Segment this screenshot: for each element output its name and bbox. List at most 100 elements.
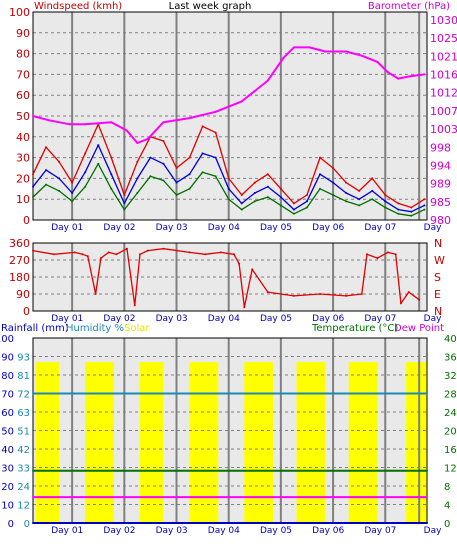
solar-band xyxy=(348,362,378,523)
windspeed-line-point xyxy=(110,156,113,159)
barometer-line xyxy=(32,46,425,144)
x-tick-label: Day xyxy=(424,223,442,233)
top-chart-ticks: Day 01 Day 02 Day 03 Day 04 Day 05 Day 06 Day … xyxy=(9,6,457,233)
wind-blue-line-point xyxy=(292,208,295,211)
top-chart-panel: Day 01 Day 02 Day 03 Day 04 Day 05 Day 06 Day … xyxy=(9,1,457,233)
temperature-tick-label: 28 xyxy=(444,390,457,401)
windspeed-line-point xyxy=(214,131,217,134)
wind-green-line-point xyxy=(188,187,191,190)
barometer-tick-label: 1025 xyxy=(430,32,457,45)
barometer-tick-label: 1003 xyxy=(430,123,457,136)
barometer-line-point xyxy=(162,121,165,124)
wind-blue-line-point xyxy=(410,210,413,213)
wind-blue-line-point xyxy=(423,204,426,207)
windspeed-tick-label: 0 xyxy=(23,214,30,227)
wind-green-line-point xyxy=(214,175,217,178)
wind-direction-line-point xyxy=(81,253,84,256)
barometer-line-point xyxy=(240,100,243,103)
temperature-tick-label: 16 xyxy=(444,445,457,456)
wind-blue-line-point xyxy=(136,177,139,180)
temperature-line-point xyxy=(32,469,34,472)
wind-direction-line-point xyxy=(188,251,191,254)
humidity-line-point xyxy=(32,392,34,395)
temperature-tick-label: 12 xyxy=(444,464,457,475)
solar-band xyxy=(296,362,326,523)
wind-green-line-point xyxy=(266,196,269,199)
rainfall-tick-label: 70 xyxy=(1,390,14,401)
windspeed-line-point xyxy=(371,177,374,180)
wind-direction-line-point xyxy=(107,251,110,254)
wind-blue-line-point xyxy=(384,200,387,203)
wind-direction-line-point xyxy=(266,291,269,294)
humidity-axis-title: Humidity % xyxy=(66,323,124,334)
windspeed-line-point xyxy=(423,198,426,201)
wind-direction-line-point xyxy=(32,249,34,252)
x-tick-label: Day 07 xyxy=(364,314,396,324)
rainfall-tick-label: 60 xyxy=(1,408,14,419)
solar-band xyxy=(35,362,60,523)
wind-blue-line-point xyxy=(84,171,87,174)
wind-direction-line-point xyxy=(73,251,76,254)
barometer-tick-label: 985 xyxy=(430,196,451,209)
windspeed-line-point xyxy=(123,194,126,196)
wind-direction-line-point xyxy=(360,293,363,295)
plot-border xyxy=(32,242,428,312)
windspeed-line-point xyxy=(84,152,87,155)
wind-blue-line-point xyxy=(110,173,113,176)
wind-blue-line-point xyxy=(175,181,178,184)
wind-blue-line-point xyxy=(32,185,34,188)
barometer-line-point xyxy=(47,119,50,122)
wind-blue-line-point xyxy=(58,177,61,180)
windspeed-line-point xyxy=(384,194,387,196)
windspeed-line-point xyxy=(358,189,361,192)
humidity-tick-label: 72 xyxy=(17,390,30,401)
wind-blue-line-point xyxy=(149,156,152,159)
wind-direction-line-point xyxy=(138,253,141,256)
x-tick-label: Day 04 xyxy=(208,223,240,233)
windspeed-line-point xyxy=(227,177,230,180)
wind-green-line-point xyxy=(201,171,204,174)
wind-blue-line-point xyxy=(345,192,348,194)
rainfall-line-point xyxy=(32,522,34,524)
wind-blue-line-point xyxy=(227,187,230,190)
x-tick-label: Day 02 xyxy=(103,526,135,536)
windspeed-line-point xyxy=(292,202,295,205)
barometer-line-point xyxy=(397,77,400,80)
x-tick-label: Day 06 xyxy=(312,526,344,536)
wind-direction-line-point xyxy=(99,257,102,260)
humidity-tick-label: 51 xyxy=(17,427,30,438)
wind-green-line-point xyxy=(410,214,413,217)
temperature-line-point xyxy=(426,469,428,472)
humidity-tick-label: 33 xyxy=(17,464,30,475)
temperature-tick-label: 24 xyxy=(444,408,457,419)
wind-direction-line-point xyxy=(407,291,410,294)
x-tick-label: Day xyxy=(424,314,442,324)
barometer-tick-label: 1030 xyxy=(430,14,457,27)
solar-band xyxy=(244,362,274,523)
wind-direction-line-point xyxy=(232,253,235,256)
wind-blue-line-point xyxy=(214,156,217,159)
x-tick-label: Day 05 xyxy=(260,526,292,536)
solar-band xyxy=(85,362,114,523)
temperature-tick-label: 40 xyxy=(444,334,457,345)
rainfall-axis-title: Rainfall (mm) xyxy=(1,323,69,334)
wind-direction-ticks: Day 01 Day 02 Day 03 Day 04 Day 05 Day 06 Day … xyxy=(9,237,445,324)
windspeed-line-point xyxy=(45,146,48,149)
temperature-tick-label: 20 xyxy=(444,427,457,438)
windspeed-line-point xyxy=(305,194,308,196)
barometer-line-point xyxy=(292,46,295,49)
x-tick-label: Day 05 xyxy=(260,314,292,324)
temperature-tick-label: 36 xyxy=(444,353,457,364)
wind-green-line-point xyxy=(397,212,400,215)
direction-tick-label: 0 xyxy=(23,305,30,318)
wind-blue-line-point xyxy=(266,185,269,188)
rainfall-tick-label: 80 xyxy=(1,371,14,382)
wind-blue-line-point xyxy=(305,200,308,203)
windspeed-line-point xyxy=(240,194,243,196)
windspeed-line-point xyxy=(319,156,322,159)
wind-direction-grid xyxy=(32,242,428,312)
x-tick-label: Day 06 xyxy=(312,314,344,324)
barometer-line-point xyxy=(282,56,285,59)
x-tick-label: Day 07 xyxy=(364,526,396,536)
chart-title: Last week graph xyxy=(169,1,252,12)
